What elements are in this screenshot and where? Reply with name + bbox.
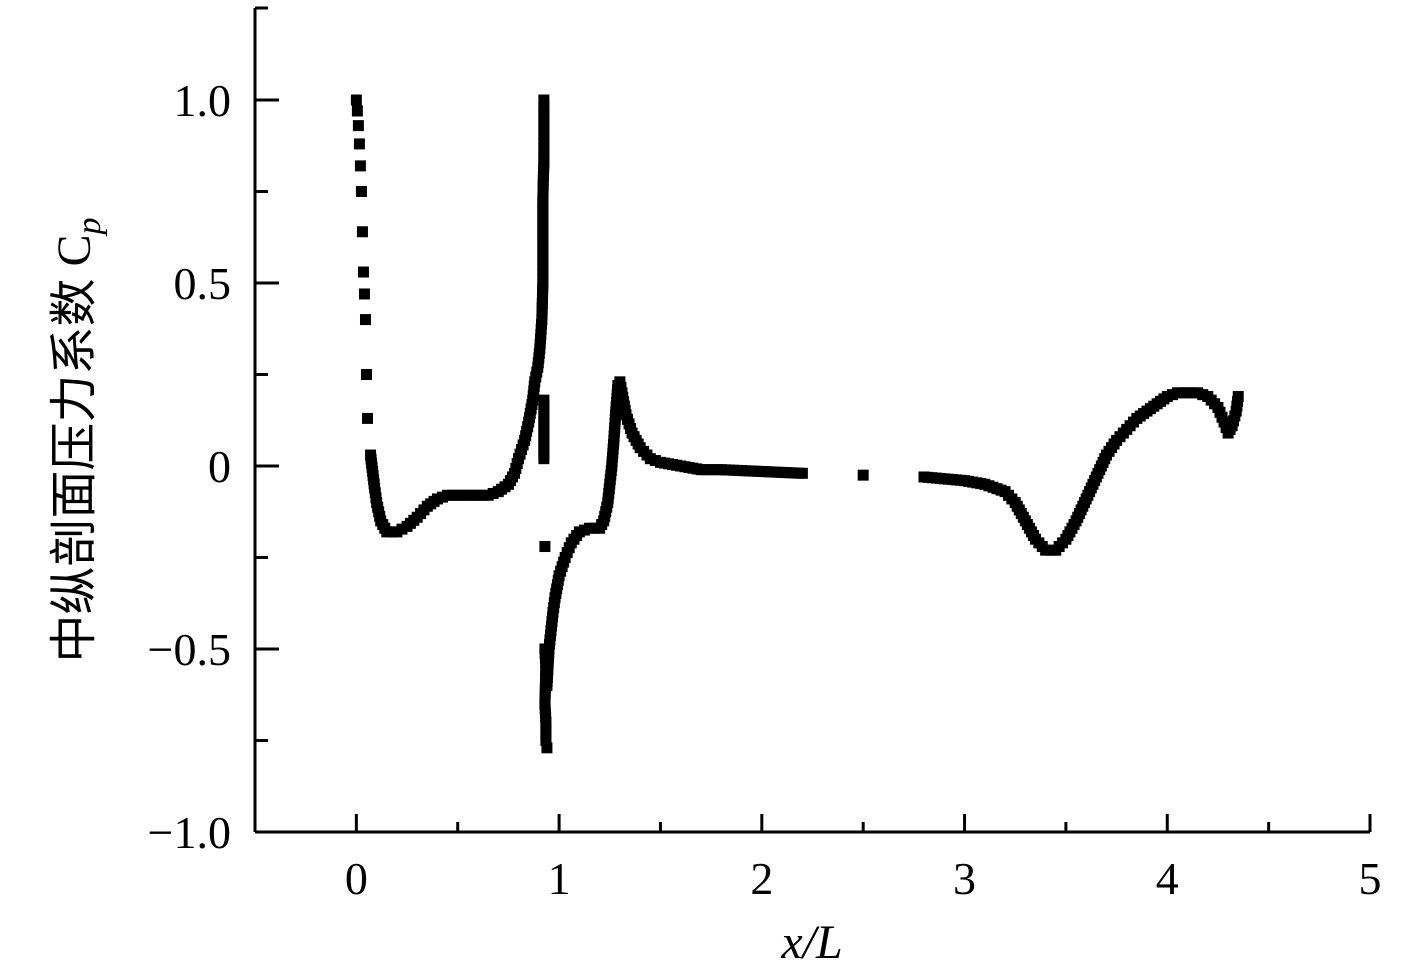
x-tick-label: 3 bbox=[953, 853, 976, 904]
y-tick-label: 0 bbox=[208, 441, 231, 492]
axes bbox=[253, 6, 1370, 834]
data-point bbox=[538, 453, 550, 465]
data-point bbox=[1232, 390, 1244, 402]
y-axis-title: 中纵剖面压力系数 Cp bbox=[48, 217, 108, 662]
x-axis-title: x/L bbox=[780, 916, 842, 969]
y-tick-label: 1.0 bbox=[174, 75, 232, 126]
ticks bbox=[255, 98, 1372, 834]
data-markers bbox=[350, 94, 1244, 754]
data-point bbox=[352, 120, 364, 132]
y-tick-label: −1.0 bbox=[148, 807, 231, 858]
data-point bbox=[359, 314, 371, 326]
data-point bbox=[353, 138, 365, 150]
data-point bbox=[355, 186, 367, 197]
x-tick-label: 4 bbox=[1156, 853, 1179, 904]
data-point bbox=[357, 266, 369, 278]
data-point bbox=[358, 288, 370, 300]
data-point bbox=[361, 369, 372, 380]
data-point bbox=[540, 735, 552, 746]
data-point bbox=[356, 226, 368, 238]
data-point bbox=[541, 742, 553, 754]
data-point bbox=[857, 469, 869, 481]
data-point bbox=[539, 541, 551, 553]
tick-labels: 0 1 2 3 4 5 −1.0 −0.5 0 0.5 1.0 bbox=[148, 75, 1382, 904]
data-point bbox=[538, 101, 550, 113]
y-tick-label: −0.5 bbox=[148, 624, 231, 675]
x-tick-label: 2 bbox=[750, 853, 773, 904]
data-point bbox=[350, 94, 362, 106]
x-tick-label: 5 bbox=[1359, 853, 1382, 904]
x-tick-label: 1 bbox=[548, 853, 571, 904]
y-tick-label: 0.5 bbox=[174, 258, 232, 309]
x-tick-label: 0 bbox=[345, 853, 368, 904]
data-point bbox=[362, 412, 374, 424]
data-point bbox=[796, 467, 808, 479]
data-point bbox=[354, 160, 366, 172]
data-point bbox=[351, 105, 363, 117]
data-point bbox=[538, 94, 550, 106]
